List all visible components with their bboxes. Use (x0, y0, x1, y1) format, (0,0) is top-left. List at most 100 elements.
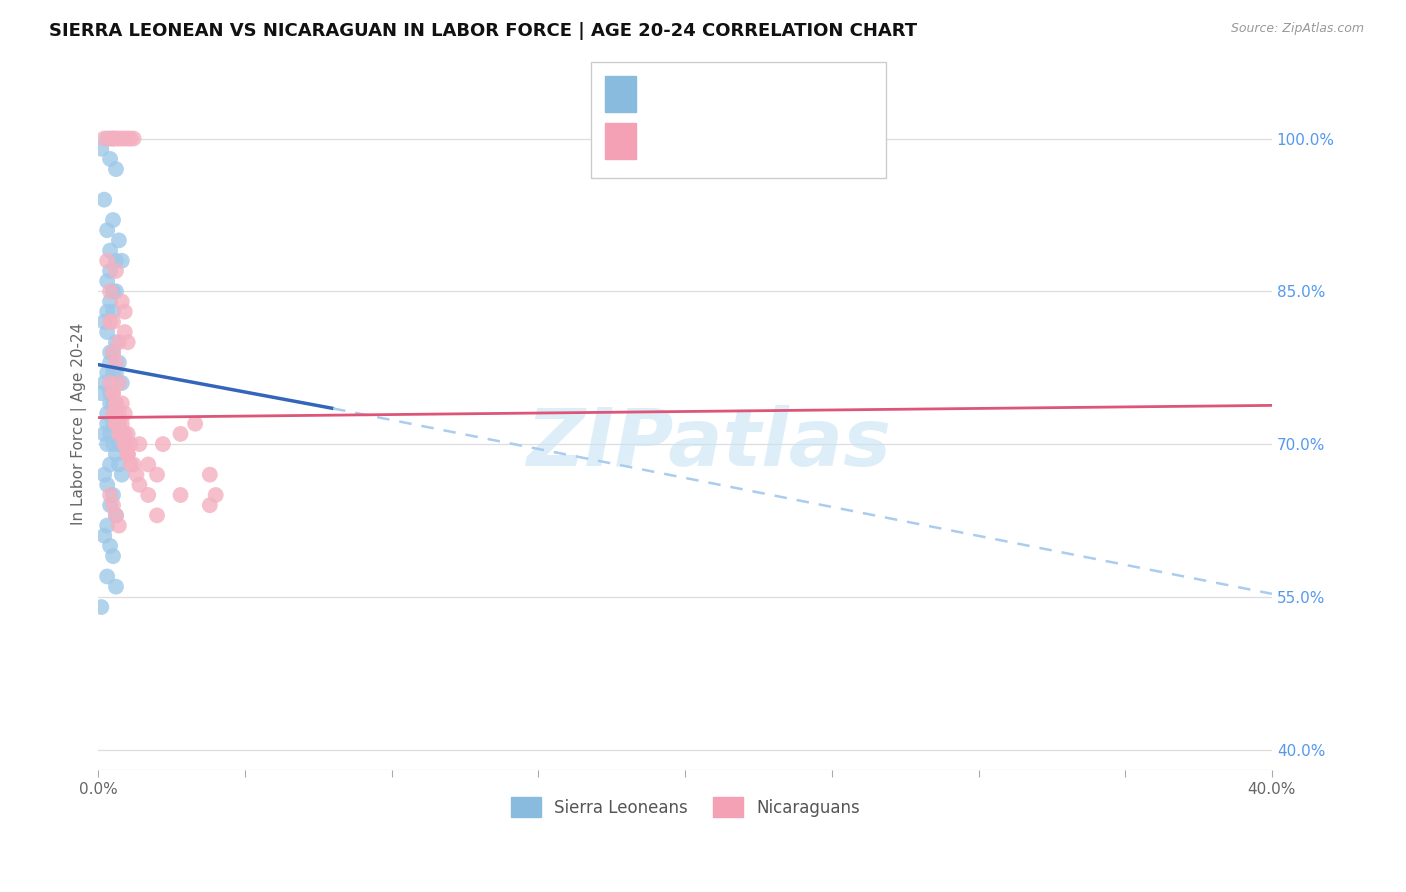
Point (104, 131, 127, 145)
Point (96, 569, 118, 583)
Point (96, 366, 118, 380)
Point (96, 417, 118, 431)
Point (101, 386, 124, 401)
Point (136, 458, 159, 472)
Point (98, 244, 121, 258)
Point (111, 417, 134, 431)
Point (104, 356, 127, 370)
Point (98, 152, 121, 166)
Point (111, 294, 134, 309)
Point (96, 407, 118, 421)
Text: R =  0.031   N = 70: R = 0.031 N = 70 (647, 130, 853, 148)
Point (108, 518, 131, 533)
Point (108, 417, 131, 431)
Point (93, 467, 115, 482)
Point (108, 234, 131, 248)
Point (108, 437, 131, 451)
Point (117, 131, 139, 145)
Point (96, 223, 118, 237)
Point (98, 315, 121, 329)
Point (128, 478, 150, 492)
Point (122, 458, 145, 472)
Point (101, 131, 124, 145)
Point (101, 386, 124, 401)
Point (98, 498, 121, 512)
Point (114, 325, 136, 339)
Point (114, 426, 136, 441)
Point (108, 376, 131, 390)
Point (104, 447, 127, 461)
Point (96, 304, 118, 318)
Point (98, 345, 121, 359)
Point (111, 376, 134, 390)
Point (108, 426, 131, 441)
Point (98, 386, 121, 401)
Point (114, 437, 136, 451)
Point (104, 407, 127, 421)
Point (96, 274, 118, 288)
Point (120, 131, 142, 145)
Point (98, 356, 121, 370)
Point (117, 447, 139, 461)
Point (122, 131, 145, 145)
Point (101, 396, 124, 410)
Point (96, 131, 118, 145)
Point (114, 131, 136, 145)
Point (120, 458, 142, 472)
Point (98, 396, 121, 410)
Point (108, 131, 131, 145)
Point (98, 426, 121, 441)
Point (101, 345, 124, 359)
Text: SIERRA LEONEAN VS NICARAGUAN IN LABOR FORCE | AGE 20-24 CORRELATION CHART: SIERRA LEONEAN VS NICARAGUAN IN LABOR FO… (49, 22, 917, 40)
Point (125, 467, 148, 482)
Point (169, 426, 191, 441)
Point (93, 315, 115, 329)
Point (104, 396, 127, 410)
Point (108, 458, 131, 472)
Point (117, 447, 139, 461)
Point (98, 488, 121, 502)
Point (114, 304, 136, 318)
Point (146, 467, 169, 482)
Point (104, 285, 127, 299)
Point (98, 539, 121, 553)
Point (101, 417, 124, 431)
Point (114, 437, 136, 451)
Legend: Sierra Leoneans, Nicaraguans: Sierra Leoneans, Nicaraguans (503, 790, 866, 824)
Point (90, 386, 112, 401)
Point (146, 508, 169, 523)
Point (90, 600, 112, 615)
Point (98, 264, 121, 278)
Point (93, 529, 115, 543)
Point (101, 498, 124, 512)
Point (93, 131, 115, 145)
Point (184, 417, 207, 431)
Point (98, 294, 121, 309)
Text: ZIPatlas: ZIPatlas (526, 406, 891, 483)
Point (101, 213, 124, 227)
Point (104, 417, 127, 431)
Point (111, 426, 134, 441)
Point (101, 285, 124, 299)
Point (108, 335, 131, 350)
Point (104, 253, 127, 268)
Point (98, 458, 121, 472)
Point (108, 407, 131, 421)
Point (198, 498, 221, 512)
Point (101, 131, 124, 145)
Point (104, 335, 127, 350)
Point (96, 325, 118, 339)
Point (104, 417, 127, 431)
Point (98, 376, 121, 390)
Point (101, 437, 124, 451)
Point (101, 304, 124, 318)
Point (96, 253, 118, 268)
Point (136, 488, 159, 502)
Point (128, 437, 150, 451)
Text: Source: ZipAtlas.com: Source: ZipAtlas.com (1230, 22, 1364, 36)
Point (98, 131, 121, 145)
Point (93, 193, 115, 207)
Point (204, 488, 226, 502)
Point (117, 426, 139, 441)
Point (98, 285, 121, 299)
